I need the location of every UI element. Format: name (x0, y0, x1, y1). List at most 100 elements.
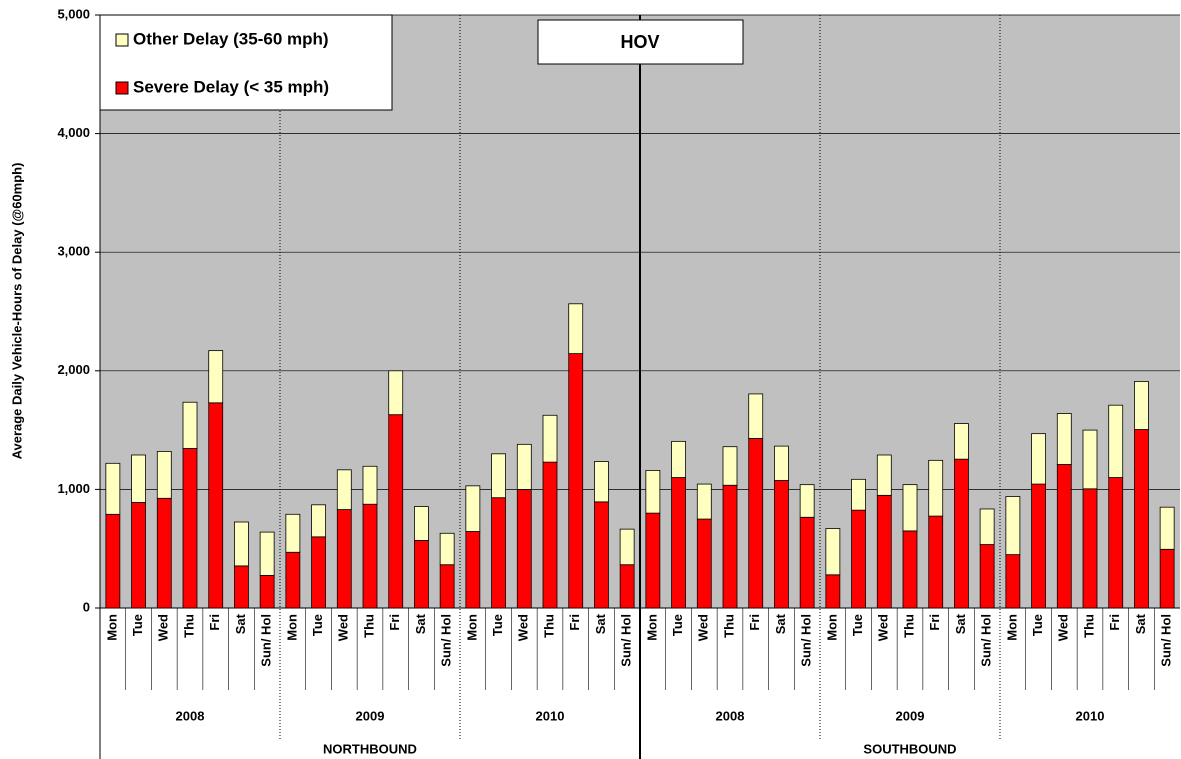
bar-segment (1056, 413, 1072, 465)
bar-segment (722, 446, 738, 486)
bar-segment (234, 521, 249, 567)
x-tick-label: Tue (490, 614, 505, 636)
bar-segment (979, 544, 995, 609)
bar-segment (542, 461, 558, 609)
bar-segment (491, 497, 506, 609)
x-tick-label: Tue (850, 614, 865, 636)
direction-label: SOUTHBOUND (863, 741, 956, 756)
x-tick-label: Sun/ Hol (799, 614, 814, 667)
bar-segment (979, 508, 995, 545)
bar-segment (774, 445, 789, 481)
bar-segment (748, 393, 764, 439)
legend-label: Other Delay (35-60 mph) (133, 29, 329, 48)
bar-segment (131, 502, 146, 609)
bar-segment (285, 551, 301, 609)
bar-segment (928, 459, 944, 517)
year-label: 2009 (896, 708, 925, 723)
x-tick-label: Tue (1030, 614, 1045, 636)
bar-segment (491, 453, 506, 499)
bar-segment (362, 465, 378, 505)
bar-segment (542, 414, 558, 463)
bar-segment (568, 353, 584, 609)
year-label: 2009 (356, 708, 385, 723)
x-tick-label: Thu (361, 614, 376, 638)
bar-segment (156, 497, 172, 609)
x-tick-label: Thu (1081, 614, 1096, 638)
legend-swatch (115, 33, 129, 47)
x-tick-label: Fri (1107, 614, 1122, 631)
bar-segment (156, 451, 172, 499)
bar-segment (825, 574, 841, 609)
legend-label: Severe Delay (< 35 mph) (133, 77, 329, 96)
bar-segment (414, 506, 429, 541)
legend (99, 14, 393, 111)
bar-segment (131, 454, 146, 503)
bar-segment (902, 484, 918, 532)
bar-segment (619, 564, 635, 609)
bar-segment (671, 477, 686, 609)
bar-segment (619, 528, 635, 566)
x-tick-label: Wed (336, 614, 351, 641)
bar-segment (825, 528, 841, 576)
y-tick-label: 3,000 (57, 244, 90, 259)
bar-segment (1031, 483, 1046, 609)
x-tick-label: Tue (310, 614, 325, 636)
year-label: 2008 (716, 708, 745, 723)
bar-segment (851, 478, 866, 511)
x-tick-label: Thu (721, 614, 736, 638)
y-tick-label: 4,000 (57, 125, 90, 140)
bar-segment (876, 454, 892, 496)
x-tick-label: Sun/ Hol (619, 614, 634, 667)
bar-segment (954, 458, 969, 609)
x-tick-label: Mon (824, 614, 839, 641)
bar-segment (568, 303, 584, 355)
bar-segment (748, 438, 764, 609)
bar-segment (645, 470, 661, 514)
y-tick-label: 2,000 (57, 362, 90, 377)
bar-segment (1031, 433, 1046, 485)
bar-segment (876, 494, 892, 609)
bar-segment (1082, 488, 1098, 609)
bar-segment (439, 564, 455, 609)
x-tick-label: Wed (516, 614, 531, 641)
bar-segment (594, 461, 609, 503)
bar-segment (954, 423, 969, 460)
bar-segment (851, 509, 866, 609)
bar-segment (1108, 404, 1124, 478)
bar-segment (1159, 548, 1175, 609)
bar-segment (799, 484, 815, 518)
x-tick-label: Tue (130, 614, 145, 636)
x-tick-label: Sat (413, 613, 428, 634)
title-box (537, 19, 744, 65)
year-label: 2008 (176, 708, 205, 723)
x-tick-label: Sun/ Hol (979, 614, 994, 667)
x-tick-label: Fri (387, 614, 402, 631)
bar-segment (285, 513, 301, 553)
x-tick-label: Mon (104, 614, 119, 641)
x-tick-label: Fri (207, 614, 222, 631)
x-tick-label: Sun/ Hol (259, 614, 274, 667)
x-tick-label: Mon (464, 614, 479, 641)
bar-segment (671, 440, 686, 478)
x-tick-label: Thu (181, 614, 196, 638)
x-tick-label: Mon (284, 614, 299, 641)
bar-segment (234, 565, 249, 609)
x-tick-label: Fri (567, 614, 582, 631)
legend-swatch (115, 81, 129, 95)
x-tick-label: Sat (1133, 613, 1148, 634)
bar-segment (311, 504, 326, 538)
bar-segment (259, 574, 275, 609)
bar-segment (336, 469, 352, 510)
bar-segment (799, 516, 815, 609)
bar-segment (902, 530, 918, 609)
bar-segment (388, 370, 404, 416)
bar-segment (1159, 506, 1175, 550)
y-tick-label: 5,000 (57, 6, 90, 21)
bar-segment (1134, 429, 1149, 609)
x-tick-label: Wed (1056, 614, 1071, 641)
bar-segment (105, 513, 121, 609)
year-label: 2010 (536, 708, 565, 723)
x-tick-label: Sat (773, 613, 788, 634)
bar-segment (182, 401, 198, 449)
bar-segment (439, 532, 455, 566)
